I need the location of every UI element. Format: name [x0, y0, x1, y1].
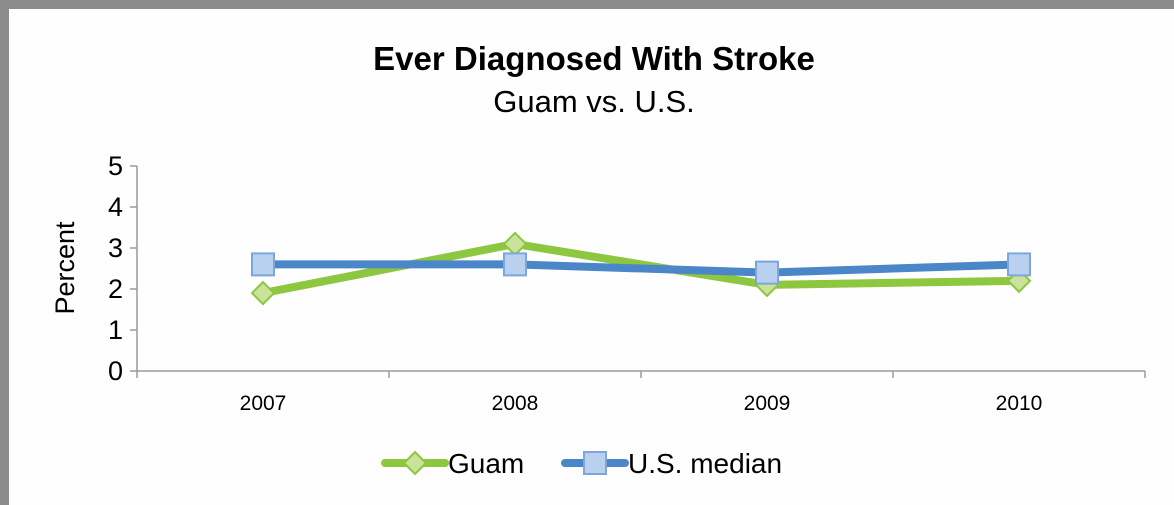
- y-axis-label: Percent: [50, 221, 80, 315]
- chart-title: Ever Diagnosed With Stroke: [373, 40, 815, 77]
- x-tick-label: 2010: [996, 392, 1043, 415]
- y-tick-label: 3: [108, 233, 123, 263]
- legend-label: U.S. median: [628, 448, 782, 479]
- legend-swatch-marker: [402, 450, 428, 476]
- legend-item: U.S. median: [561, 448, 782, 479]
- x-tick-label: 2007: [240, 392, 287, 415]
- legend-item: Guam: [381, 448, 524, 479]
- series-u-s-median: [251, 252, 1031, 285]
- chart-subtitle: Guam vs. U.S.: [493, 84, 695, 119]
- y-tick-label: 1: [108, 315, 123, 345]
- y-tick-label: 0: [108, 356, 123, 386]
- data-point: [503, 252, 527, 277]
- data-point: [1007, 252, 1031, 277]
- legend-swatch-marker: [583, 451, 607, 475]
- legend: Guam U.S. median: [381, 448, 782, 479]
- data-point: [250, 280, 276, 306]
- data-point: [755, 260, 779, 285]
- series-line: [259, 260, 1023, 277]
- data-point: [502, 231, 528, 257]
- series-guam: [250, 231, 1032, 306]
- y-tick-label: 4: [108, 192, 123, 222]
- x-tick-label: 2008: [492, 392, 539, 415]
- series-layer: [250, 231, 1032, 306]
- y-tick-label: 2: [108, 274, 123, 304]
- data-point: [251, 252, 275, 277]
- legend-label: Guam: [448, 448, 524, 479]
- x-tick-label: 2009: [744, 392, 791, 415]
- series-line: [259, 239, 1023, 298]
- axes: 0 1 2 3 4 5 2007 2008 2009 2010: [108, 151, 1146, 415]
- y-tick-label: 5: [108, 151, 123, 181]
